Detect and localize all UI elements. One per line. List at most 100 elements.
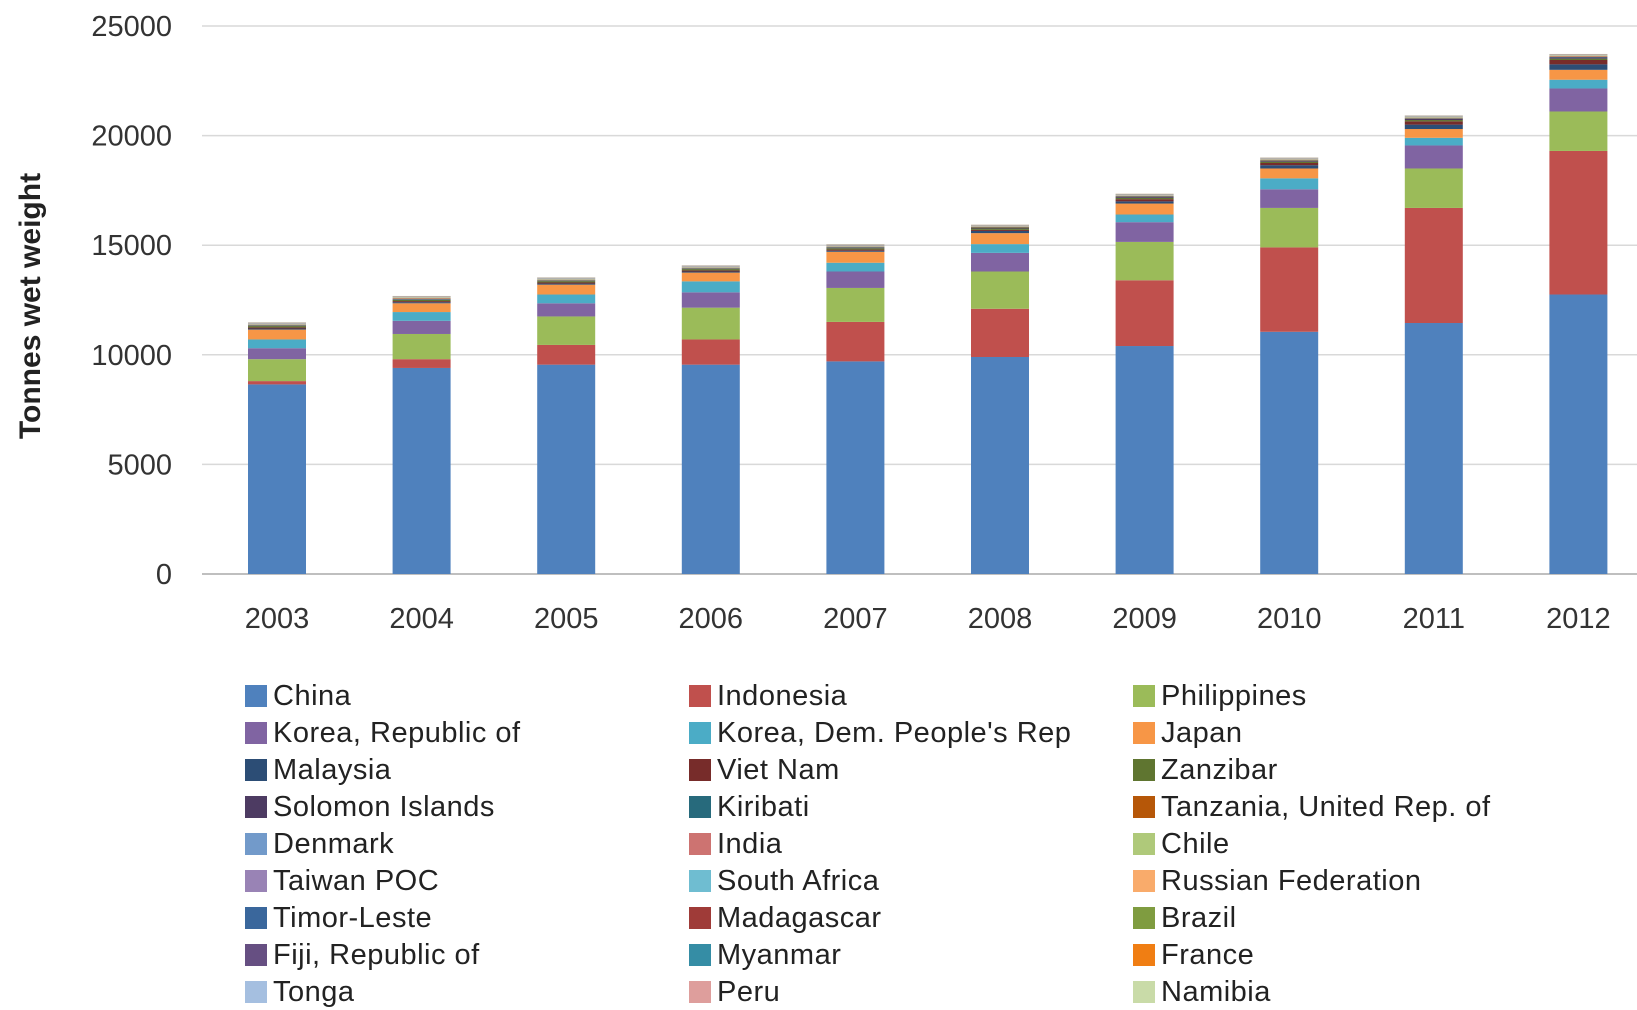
bar-segment [1549,80,1607,89]
bar-segment [1405,145,1463,168]
legend-item: Myanmar [689,937,841,973]
bar-segment [393,359,451,368]
legend-label: Japan [1161,717,1243,750]
bar-segment [393,368,451,574]
x-tick-label: 2003 [245,603,310,635]
x-tick-label: 2004 [389,603,454,635]
bar-segment [971,230,1029,231]
bar-segment [682,292,740,307]
legend-swatch [689,907,711,929]
bar-segment [682,273,740,282]
legend-label: Russian Federation [1161,865,1421,898]
bar-segment [682,270,740,271]
legend-item: China [245,678,351,714]
legend-item: Viet Nam [689,752,840,788]
bar-segment [682,272,740,273]
legend-label: South Africa [717,865,879,898]
bar-segment [1260,332,1318,574]
bar-segment [1549,295,1607,574]
bar-segment [248,330,306,340]
bar-segment [1260,247,1318,331]
bar-segment [971,272,1029,309]
bar-segment [393,334,451,359]
legend-swatch [245,981,267,1003]
legend-swatch [689,685,711,707]
bar-segment [1405,125,1463,129]
bar-segment [393,312,451,321]
legend-swatch [245,759,267,781]
legend-item: Denmark [245,826,394,862]
bar-stack-2008 [971,224,1029,574]
bar-segment [393,301,451,302]
bar-segment [1549,60,1607,64]
legend-swatch [245,870,267,892]
bar-segment [1260,165,1318,168]
legend-item: Tonga [245,974,355,1010]
bar-segment [826,250,884,251]
legend-item: France [1133,937,1254,973]
bar-segment [248,381,306,384]
y-tick-label: 0 [156,559,172,591]
bar-segment [682,308,740,340]
legend-swatch [689,870,711,892]
legend-item: Taiwan POC [245,863,439,899]
legend-label: France [1161,939,1254,972]
legend-label: India [717,828,782,861]
bar-segment [1116,198,1174,199]
legend-label: Taiwan POC [273,865,439,898]
y-tick-label: 5000 [107,449,172,481]
bar-segment [537,295,595,304]
legend-swatch [245,685,267,707]
bar-segment [682,365,740,574]
legend-label: Philippines [1161,680,1307,713]
legend-item: India [689,826,782,862]
legend-item: Malaysia [245,752,391,788]
bar-segment [248,359,306,381]
legend-item: Korea, Republic of [245,715,521,751]
legend-swatch [1133,722,1155,744]
bar-segment [971,228,1029,229]
bar-segment [1405,208,1463,323]
bar-segment [1405,120,1463,121]
bar-segment [1549,57,1607,58]
bar-segment [1116,215,1174,223]
legend-swatch [245,722,267,744]
bar-segment [1549,88,1607,111]
bar-segment [1405,129,1463,138]
bar-segment [1549,70,1607,80]
legend-label: Tanzania, United Rep. of [1161,791,1491,824]
legend-item: Japan [1133,715,1243,751]
y-tick-label: 20000 [91,121,172,153]
legend-item: Kiribati [689,789,810,825]
bar-stack-2007 [826,244,884,574]
legend-swatch [245,944,267,966]
bar-segment [1549,151,1607,295]
legend-swatch [689,722,711,744]
bar-segment [826,251,884,252]
bar-segment [1260,163,1318,165]
y-tick-label: 10000 [91,340,172,372]
bar-segment [537,316,595,344]
bar-segment [826,252,884,263]
bar-segment [826,248,884,249]
bar-segment [1549,64,1607,69]
legend-item: Zanzibar [1133,752,1278,788]
legend-swatch [245,907,267,929]
bar-segment [393,300,451,301]
bar-segment [1549,111,1607,150]
legend-label: Korea, Republic of [273,717,521,750]
legend-label: Fiji, Republic of [273,939,480,972]
legend-label: Solomon Islands [273,791,495,824]
bar-segment [248,328,306,329]
bar-segment [1116,242,1174,280]
bar-stack-2006 [682,265,740,574]
bar-stack-2009 [1116,194,1174,574]
bar-segment [971,233,1029,244]
bar-segment [971,253,1029,272]
legend-swatch [1133,685,1155,707]
legend-item: Korea, Dem. People's Rep [689,715,1071,751]
bar-segment [682,339,740,364]
bar-segment [1116,346,1174,574]
bar-segment [537,303,595,316]
